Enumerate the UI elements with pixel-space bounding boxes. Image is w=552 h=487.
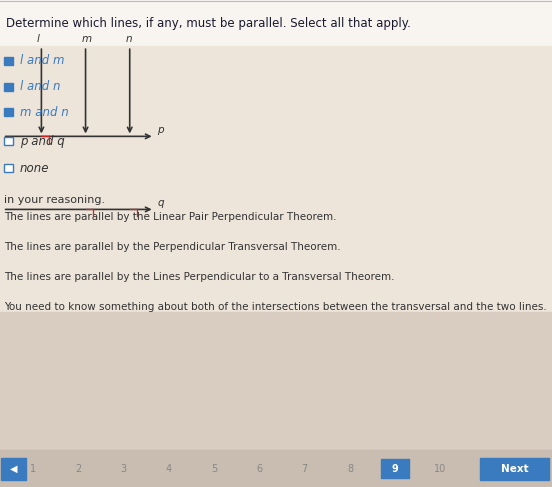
Text: 2: 2	[75, 464, 82, 474]
Bar	[1, 458, 26, 480]
Bar	[0, 312, 552, 450]
Text: l and m: l and m	[20, 55, 65, 67]
Text: The lines are parallel by the Lines Perpendicular to a Transversal Theorem.: The lines are parallel by the Lines Perp…	[4, 272, 395, 282]
Text: 6: 6	[256, 464, 263, 474]
Text: p and q: p and q	[20, 135, 65, 148]
Text: l: l	[37, 34, 40, 44]
Text: m: m	[81, 34, 91, 44]
Text: 8: 8	[347, 464, 353, 474]
Text: You need to know something about both of the intersections between the transvers: You need to know something about both of…	[4, 302, 547, 313]
Text: none: none	[20, 162, 49, 174]
Bar	[4, 83, 13, 91]
Text: The lines are parallel by the Perpendicular Transversal Theorem.: The lines are parallel by the Perpendicu…	[4, 242, 341, 252]
Text: 10: 10	[434, 464, 447, 474]
Text: m and n: m and n	[20, 106, 68, 118]
Text: 1: 1	[30, 464, 36, 474]
Text: n: n	[125, 34, 132, 44]
Text: The lines are parallel by the Linear Pair Perpendicular Theorem.: The lines are parallel by the Linear Pai…	[4, 212, 337, 222]
Text: 4: 4	[166, 464, 172, 474]
Text: 9: 9	[392, 464, 399, 474]
Bar	[4, 108, 13, 116]
Bar	[381, 460, 409, 478]
Bar	[0, 46, 552, 312]
Bar	[0, 0, 552, 46]
Text: in your reasoning.: in your reasoning.	[4, 195, 105, 205]
Text: 3: 3	[120, 464, 127, 474]
Bar	[4, 137, 13, 145]
Bar	[4, 164, 13, 172]
Text: q: q	[157, 198, 164, 208]
Bar	[4, 57, 13, 65]
Text: Determine which lines, if any, must be parallel. Select all that apply.: Determine which lines, if any, must be p…	[6, 17, 410, 30]
Text: 7: 7	[301, 464, 308, 474]
Bar	[0, 450, 552, 487]
Bar	[480, 458, 549, 480]
Text: 5: 5	[211, 464, 217, 474]
Text: l and n: l and n	[20, 80, 60, 93]
Text: ◀: ◀	[9, 464, 17, 474]
Text: p: p	[157, 125, 164, 135]
Text: Next: Next	[501, 464, 528, 474]
